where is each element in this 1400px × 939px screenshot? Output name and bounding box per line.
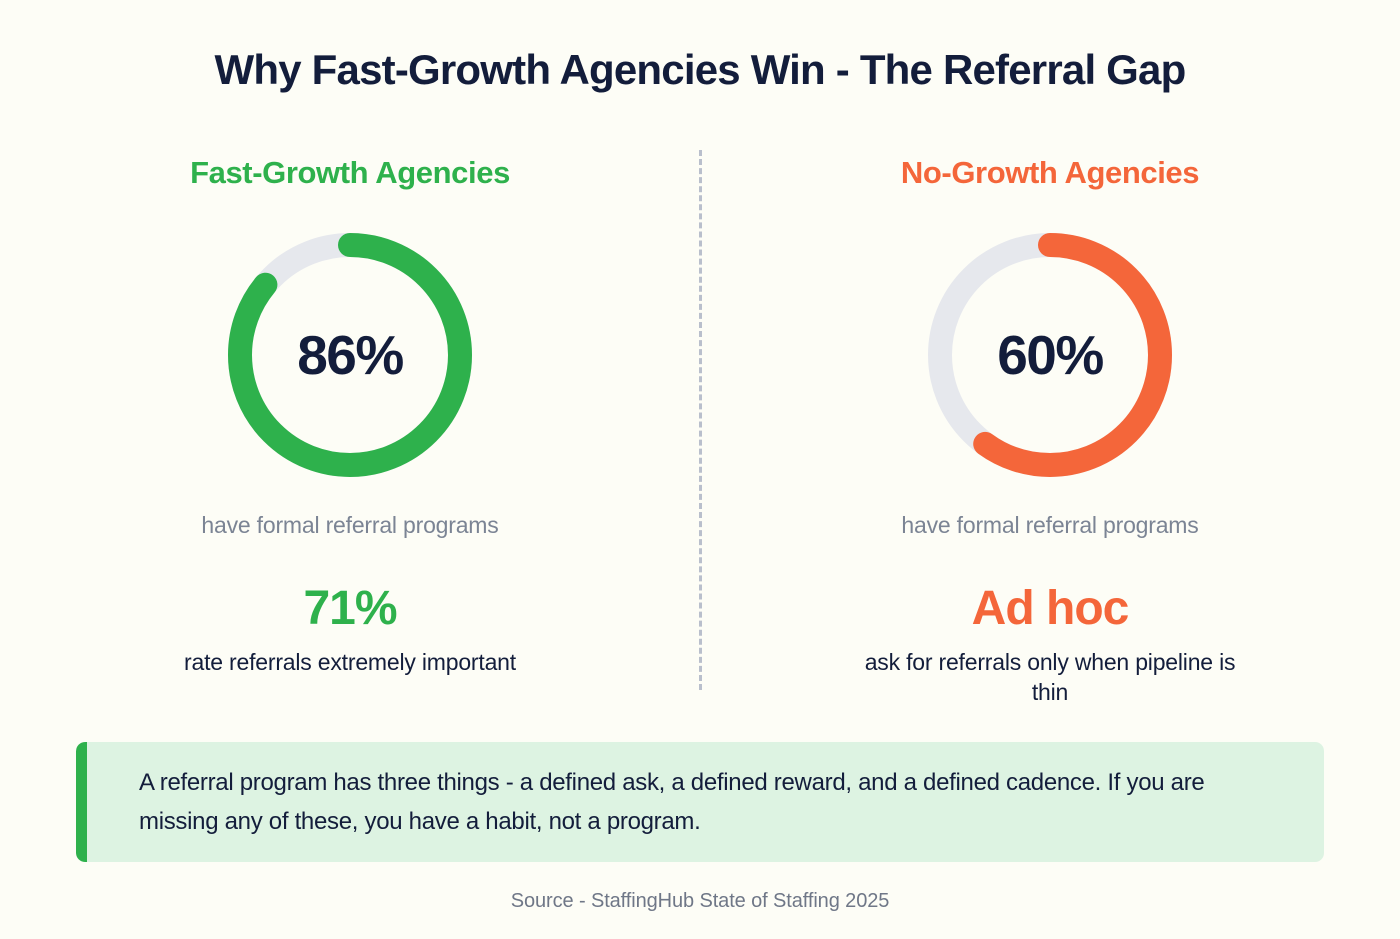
secondary-stat-value-no-growth: Ad hoc: [971, 582, 1130, 635]
donut-chart-fast-growth: 86%: [219, 224, 481, 486]
column-no-growth: No-Growth Agencies 60% have formal refer…: [700, 150, 1400, 710]
donut-value-arc-fast-growth: [228, 233, 472, 477]
column-fast-growth: Fast-Growth Agencies 86% have formal ref…: [0, 150, 700, 710]
secondary-stat-caption-no-growth: ask for referrals only when pipeline is …: [864, 649, 1236, 705]
callout-text: A referral program has three things - a …: [139, 769, 1205, 835]
donut-value-label-fast-growth: 86%: [297, 324, 404, 386]
column-heading-fast-growth: Fast-Growth Agencies: [190, 155, 510, 190]
secondary-stat-caption-fast-growth: rate referrals extremely important: [184, 649, 516, 675]
donut-svg-fast-growth: [228, 233, 472, 477]
donut-svg-no-growth: [928, 233, 1172, 477]
column-divider: [699, 150, 702, 690]
page-title: Why Fast-Growth Agencies Win - The Refer…: [214, 46, 1187, 93]
donut-chart-no-growth: 60%: [919, 224, 1181, 486]
donut-value-arc-no-growth: [928, 233, 1172, 477]
secondary-stat-value-fast-growth: 71%: [303, 582, 397, 635]
donut-value-label-no-growth: 60%: [997, 324, 1104, 386]
donut-caption-no-growth: have formal referral programs: [901, 512, 1199, 538]
source-note: Source - StaffingHub State of Staffing 2…: [510, 890, 890, 912]
column-heading-no-growth: No-Growth Agencies: [900, 155, 1200, 190]
donut-caption-fast-growth: have formal referral programs: [201, 512, 499, 538]
comparison-columns: Fast-Growth Agencies 86% have formal ref…: [0, 150, 1400, 710]
callout-box: A referral program has three things - a …: [76, 742, 1324, 862]
callout-accent-bar: [76, 742, 87, 862]
